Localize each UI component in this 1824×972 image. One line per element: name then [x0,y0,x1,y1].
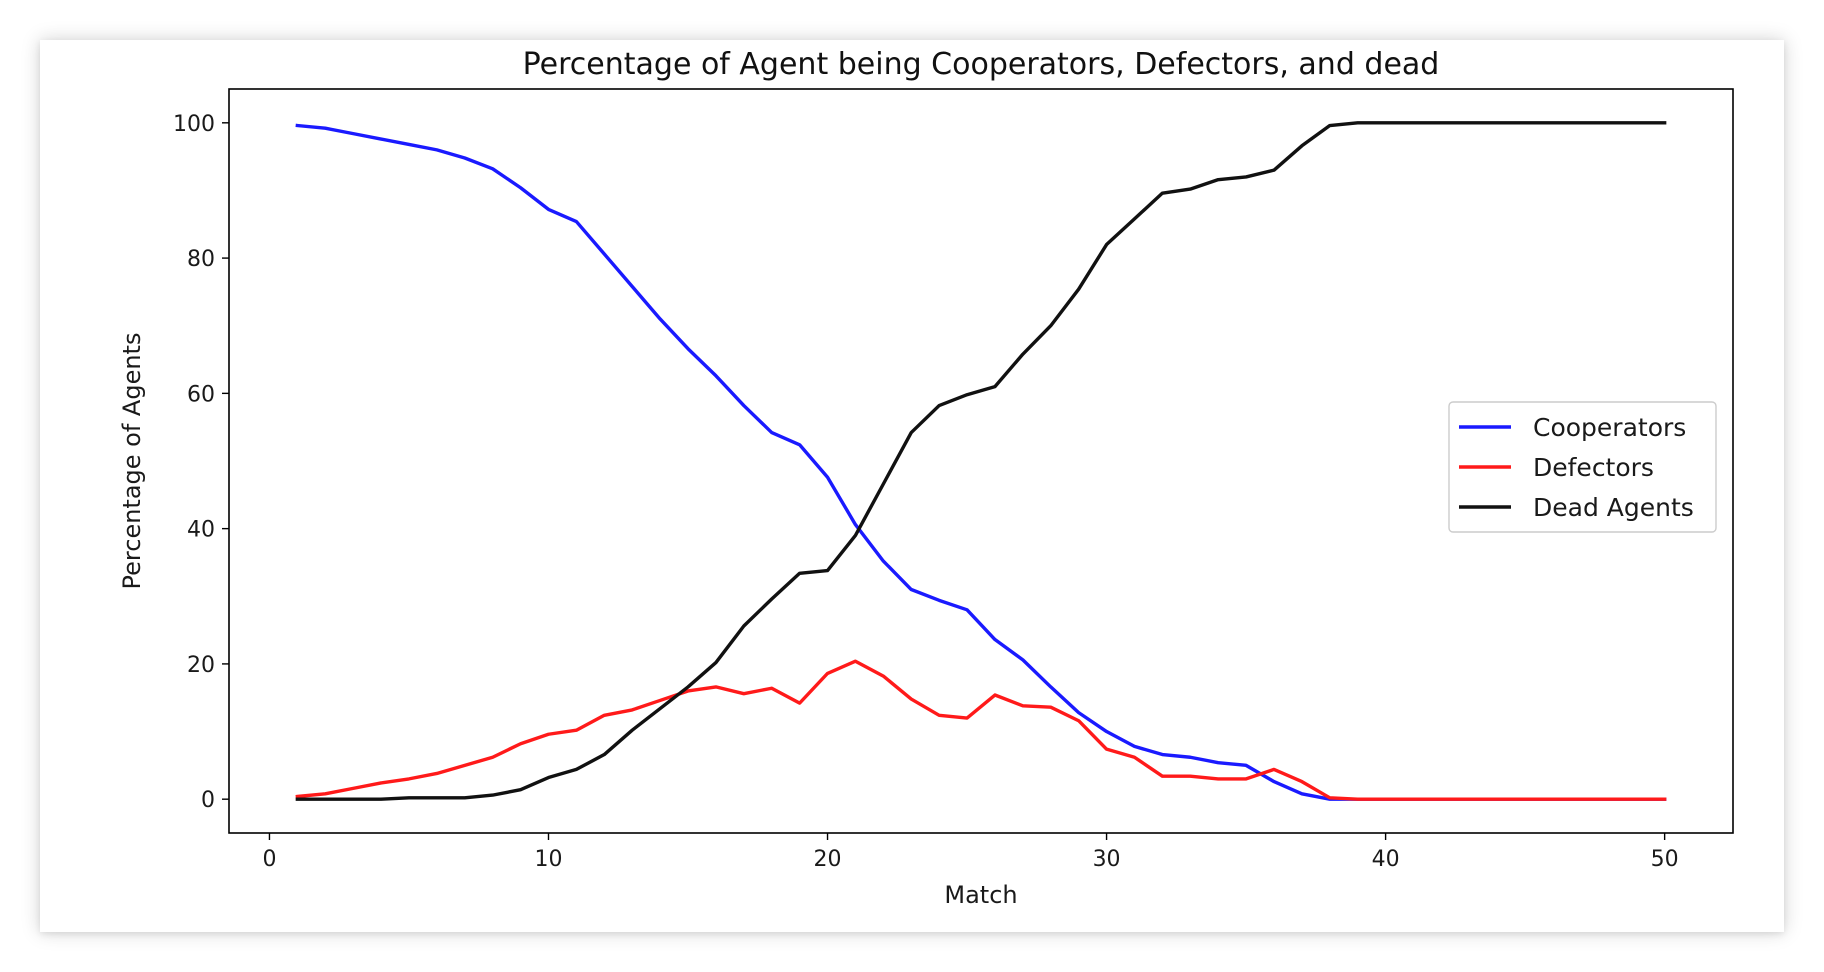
y-tick-label: 60 [187,382,215,407]
legend-label-cooperators: Cooperators [1533,413,1686,442]
series-line-defectors [295,659,1667,801]
y-tick-label: 80 [187,247,215,272]
y-tick-label: 100 [173,112,215,137]
series-line-dead-agents [295,121,1667,801]
y-tick-label: 40 [187,518,215,543]
series-layer [295,121,1667,801]
chart-title: Percentage of Agent being Cooperators, D… [523,47,1440,82]
x-tick-label: 40 [1372,847,1400,872]
x-tick-label: 30 [1093,847,1121,872]
legend-label-dead-agents: Dead Agents [1533,493,1694,522]
legend-box [1448,401,1717,533]
legend: Cooperators Defectors Dead Agents [1448,401,1717,533]
figure-card: 0 10 20 30 40 50 0 20 40 60 80 100 Percentage of Ag… [40,40,1784,932]
x-tick-label: 20 [814,847,842,872]
y-tick-label: 0 [201,788,215,813]
x-tick-label: 0 [262,847,276,872]
plot-frame [228,88,1734,834]
line-chart: 0 10 20 30 40 50 0 20 40 60 80 100 Percentage of Ag… [118,47,1734,909]
x-tick-label: 10 [534,847,562,872]
legend-label-defectors: Defectors [1533,453,1654,482]
axis-ticks: 0 10 20 30 40 50 0 20 40 60 80 100 [173,112,1679,872]
y-axis-label: Percentage of Agents [118,333,146,590]
x-axis-label: Match [944,881,1017,909]
y-tick-label: 20 [187,653,215,678]
x-tick-label: 50 [1651,847,1679,872]
